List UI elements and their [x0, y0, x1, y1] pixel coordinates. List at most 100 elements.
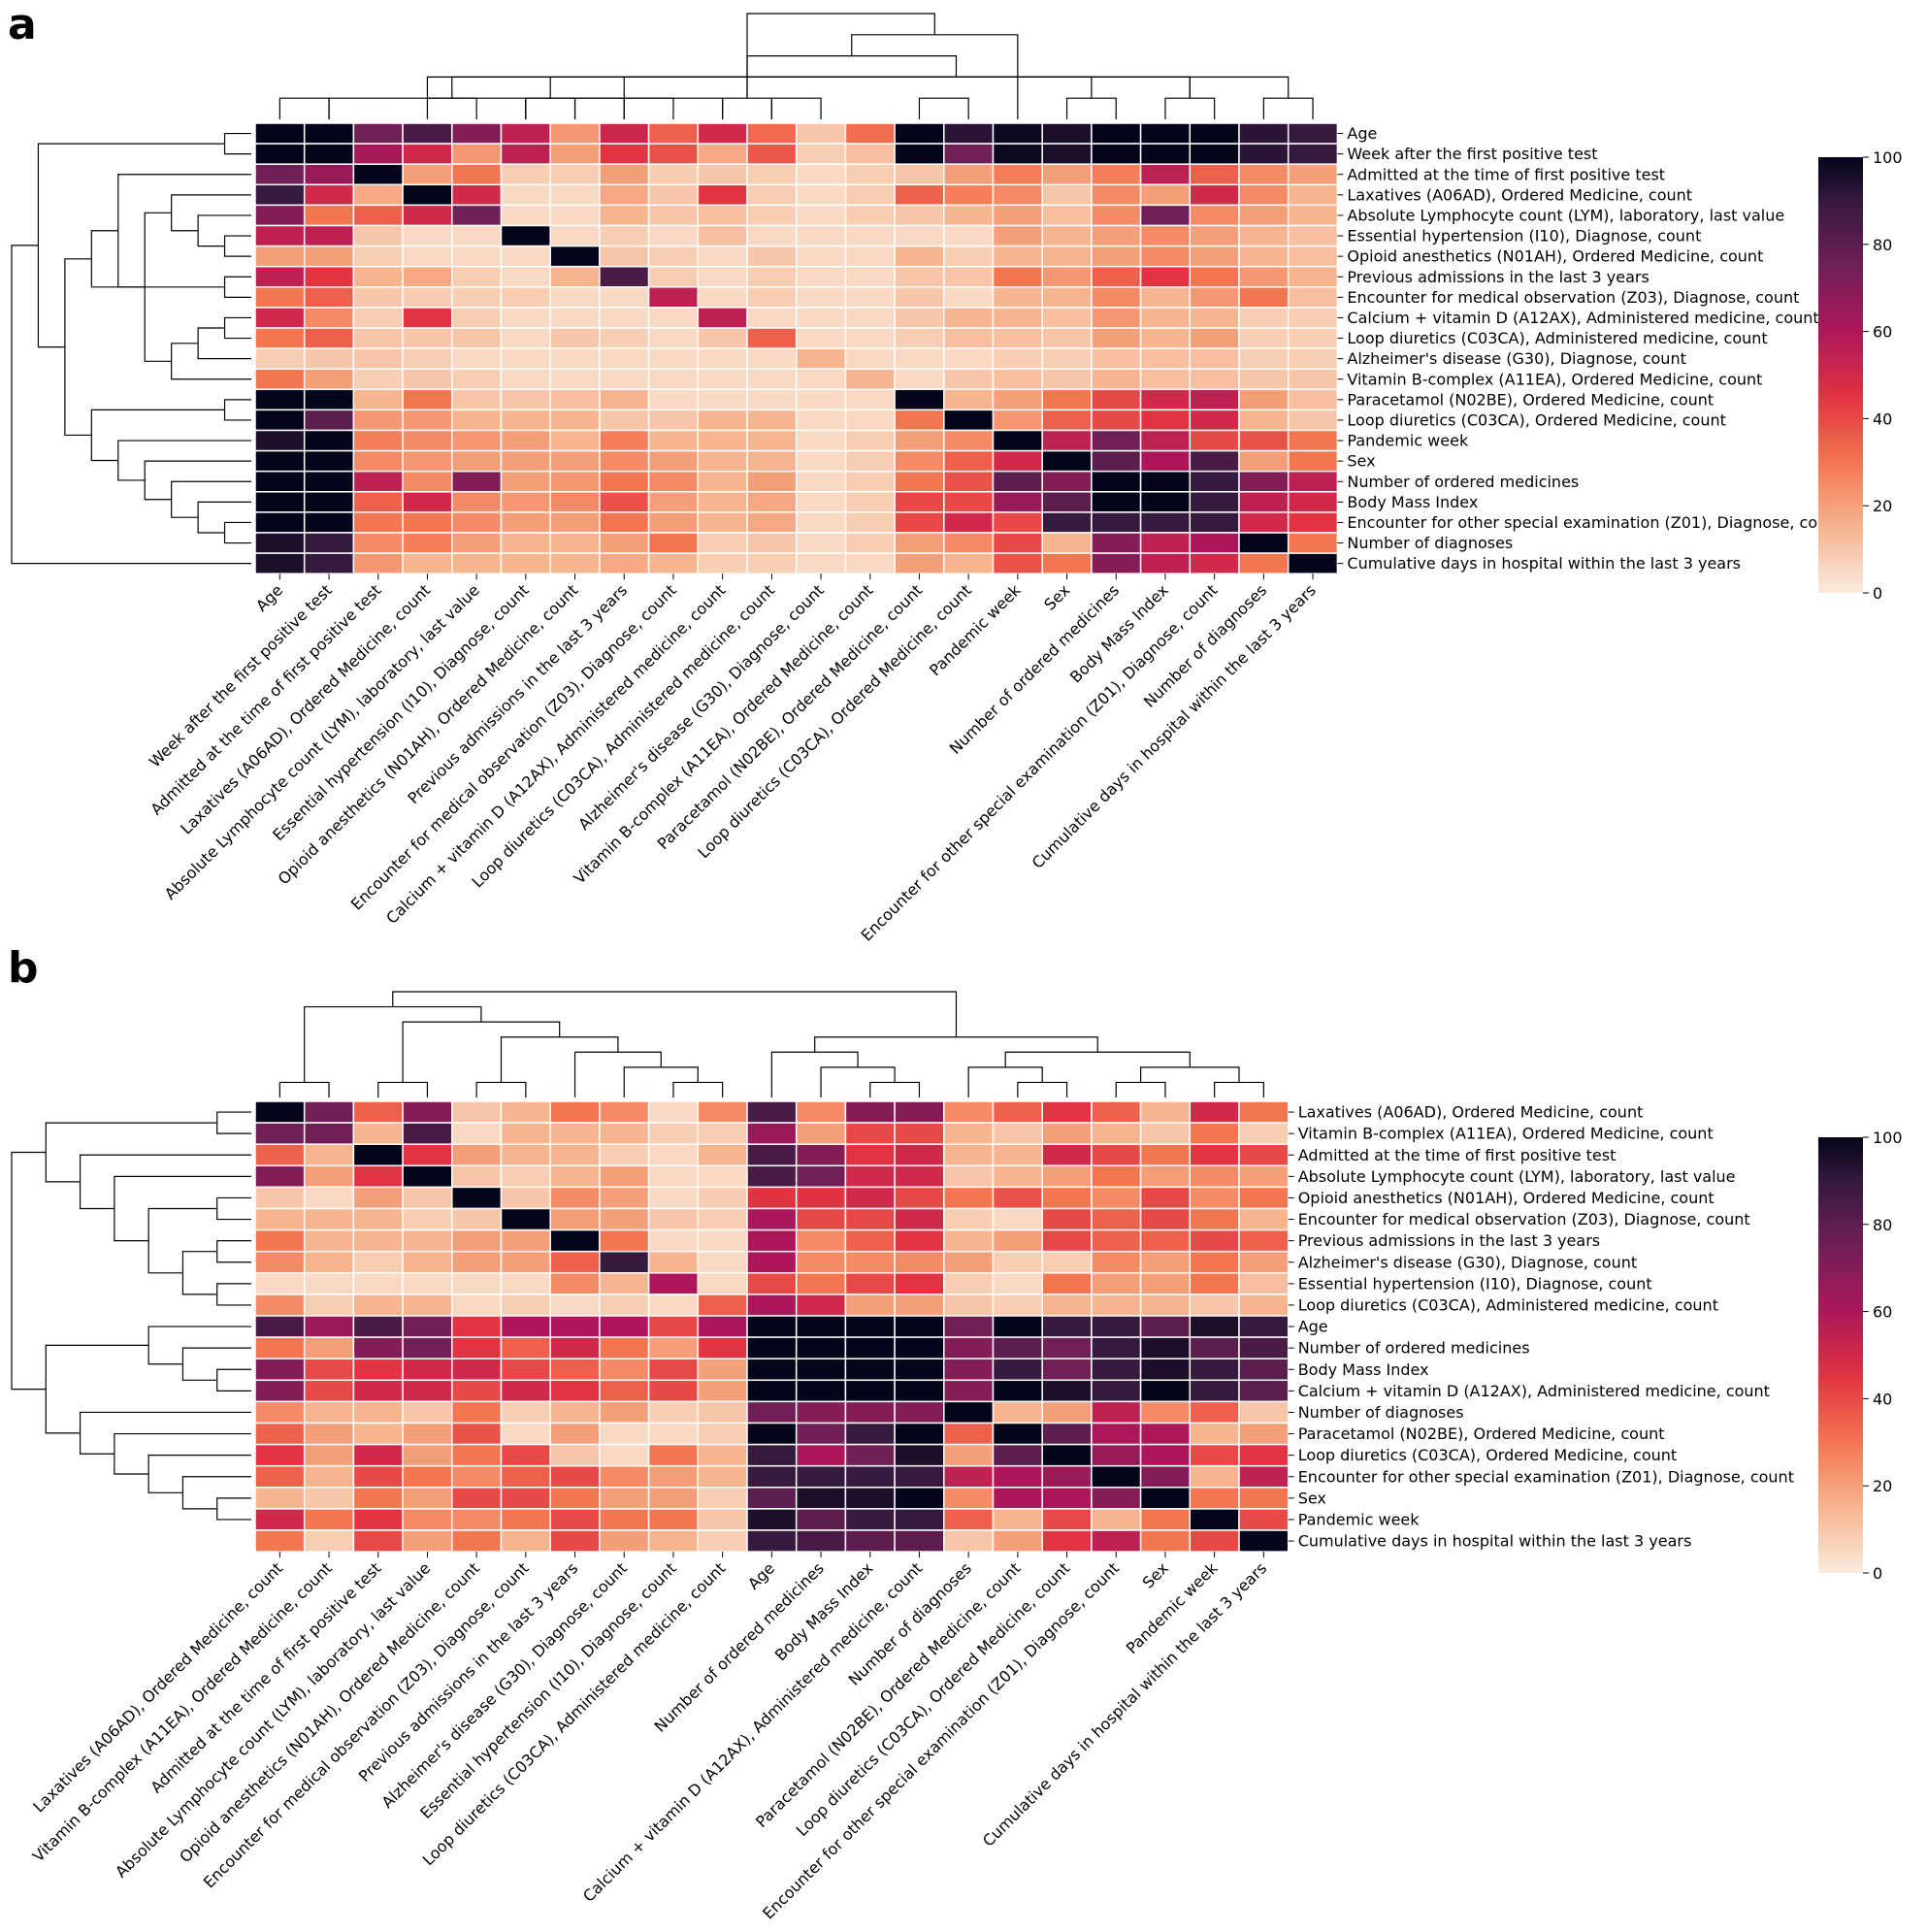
cell-a-14-8 [647, 409, 700, 432]
cell-a-10-16 [1041, 327, 1093, 349]
cell-a-12-4 [451, 368, 503, 391]
cell-b-13-17 [1091, 1379, 1142, 1403]
cell-a-5-7 [599, 224, 650, 247]
cell-b-14-8 [647, 1400, 700, 1424]
cell-a-10-20 [1238, 327, 1290, 349]
cell-b-6-13 [894, 1228, 945, 1253]
cell-b-9-3 [402, 1293, 453, 1317]
cell-b-10-0 [254, 1315, 306, 1338]
cell-b-10-20 [1238, 1315, 1290, 1338]
cell-a-7-4 [451, 265, 503, 288]
cell-b-13-0 [254, 1379, 306, 1403]
cell-a-19-14 [943, 511, 995, 534]
cell-b-20-8 [647, 1529, 700, 1553]
cell-b-8-11 [795, 1272, 847, 1295]
cell-a-1-8 [647, 143, 700, 165]
row-label: Loop diuretics (C03CA), Administered med… [1347, 329, 1767, 347]
cell-a-13-12 [844, 388, 896, 411]
colorbar-tick-label: 80 [1873, 236, 1892, 254]
cell-a-3-6 [549, 183, 601, 207]
cell-a-4-15 [992, 204, 1043, 227]
cell-b-7-4 [451, 1250, 503, 1274]
cell-b-6-19 [1189, 1228, 1240, 1253]
cell-b-9-13 [894, 1293, 945, 1317]
cell-b-15-19 [1189, 1422, 1240, 1446]
cell-b-8-3 [402, 1272, 453, 1295]
cell-b-18-6 [549, 1487, 601, 1510]
cell-a-16-17 [1091, 449, 1142, 473]
cell-b-6-18 [1139, 1228, 1192, 1253]
cell-b-18-7 [599, 1487, 650, 1510]
cell-a-0-9 [697, 122, 748, 145]
cell-b-8-0 [254, 1272, 306, 1295]
cell-b-2-2 [352, 1143, 404, 1167]
cell-a-16-0 [254, 449, 306, 473]
cell-a-11-4 [451, 347, 503, 370]
cell-a-6-11 [795, 245, 847, 268]
cell-b-19-2 [352, 1508, 404, 1531]
cell-a-8-8 [647, 286, 700, 309]
cell-b-5-5 [500, 1207, 551, 1231]
cell-a-5-12 [844, 224, 896, 247]
cell-b-7-3 [402, 1250, 453, 1274]
cell-a-7-20 [1238, 265, 1290, 288]
cell-a-6-15 [992, 245, 1043, 268]
cell-a-11-7 [599, 347, 650, 370]
cell-a-18-18 [1139, 491, 1192, 513]
cell-a-5-0 [254, 224, 306, 247]
cell-a-0-15 [992, 122, 1043, 145]
cell-a-7-16 [1041, 265, 1093, 288]
cell-a-5-18 [1139, 224, 1192, 247]
cell-b-4-19 [1189, 1186, 1240, 1210]
row-dendrogram-link [181, 1251, 217, 1295]
cell-a-16-5 [500, 449, 551, 473]
cell-a-9-6 [549, 307, 601, 329]
cell-b-13-20 [1238, 1379, 1290, 1403]
cell-a-14-14 [943, 409, 995, 432]
cell-a-20-19 [1189, 532, 1240, 554]
cell-a-9-5 [500, 307, 551, 329]
cell-a-8-14 [943, 286, 995, 309]
cell-b-0-19 [1189, 1100, 1240, 1124]
cell-b-20-16 [1041, 1529, 1093, 1553]
cell-b-6-5 [500, 1228, 551, 1253]
cell-a-12-14 [943, 368, 995, 391]
cell-b-1-4 [451, 1122, 503, 1145]
cell-a-11-12 [844, 347, 896, 370]
col-dendrogram-link [820, 1066, 896, 1097]
cell-b-12-15 [992, 1358, 1043, 1382]
row-label: Paracetamol (N02BE), Ordered Medicine, c… [1347, 390, 1714, 409]
cell-b-4-10 [746, 1186, 798, 1210]
row-label: Cumulative days in hospital within the l… [1347, 554, 1741, 573]
cell-a-9-8 [647, 307, 700, 329]
cell-a-11-21 [1287, 347, 1339, 370]
cell-a-12-13 [894, 368, 945, 391]
cell-b-16-11 [795, 1443, 847, 1467]
cell-a-12-2 [352, 368, 404, 391]
cell-b-13-11 [795, 1379, 847, 1403]
cell-b-8-9 [697, 1272, 748, 1295]
col-dendrogram-link [392, 991, 958, 1037]
cell-b-12-16 [1041, 1358, 1093, 1382]
cell-b-3-19 [1189, 1164, 1240, 1189]
cell-a-14-21 [1287, 409, 1339, 432]
cell-a-9-7 [599, 307, 650, 329]
cell-b-6-17 [1091, 1228, 1142, 1253]
cell-a-14-20 [1238, 409, 1290, 432]
cell-b-1-19 [1189, 1122, 1240, 1145]
cell-b-8-7 [599, 1272, 650, 1295]
cell-b-8-5 [500, 1272, 551, 1295]
cell-b-20-12 [844, 1529, 896, 1553]
row-dendrogram-link [171, 480, 251, 518]
cell-a-7-18 [1139, 265, 1192, 288]
col-dendrogram-link [500, 1036, 619, 1083]
cell-b-19-4 [451, 1508, 503, 1531]
cell-b-5-13 [894, 1207, 945, 1231]
cell-a-9-13 [894, 307, 945, 329]
cell-a-19-15 [992, 511, 1043, 534]
cell-a-19-21 [1287, 511, 1339, 534]
cell-a-11-0 [254, 347, 306, 370]
cell-b-15-18 [1139, 1422, 1192, 1446]
cell-b-18-2 [352, 1487, 404, 1510]
row-dendrogram-link [223, 316, 251, 340]
